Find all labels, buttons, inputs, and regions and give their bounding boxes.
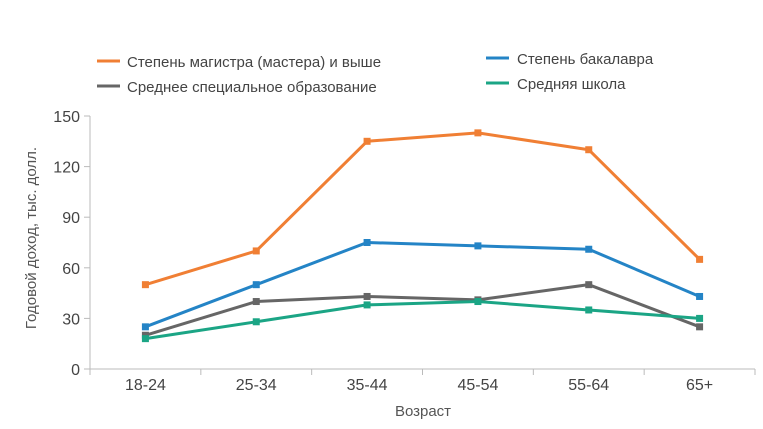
data-point [363,292,371,300]
data-point [696,314,704,322]
data-point [363,137,371,145]
x-tick-label: 18-24 [125,377,166,394]
data-point [585,146,593,154]
data-point [474,242,482,250]
data-point [585,281,593,289]
axes: 0 30 60 90 120 150 18-24 25-34 35-44 45-54 55-64 65… [53,109,756,394]
data-point [141,281,149,289]
series-1 [141,239,704,331]
data-point [585,245,593,253]
data-point [363,239,371,246]
data-point [474,129,482,137]
y-tick-label: 120 [53,160,80,177]
series-0 [141,129,704,289]
series-line [144,241,701,329]
data-point [252,281,260,289]
legend-item-masters: Степень магистра (мастера) и выше [97,54,381,71]
legend-label-bachelors: Степень бакалавра [517,51,654,68]
y-tick-label: 90 [62,210,80,227]
data-point [585,306,593,314]
y-tick-label: 60 [62,261,80,278]
legend-label-highschool: Средняя школа [517,76,626,93]
data-point [252,298,260,306]
y-tick-label: 0 [71,362,80,379]
data-point [696,323,704,331]
legend-label-masters: Степень магистра (мастера) и выше [127,54,381,71]
x-tick-label: 65+ [686,377,713,394]
x-tick-label: 35-44 [347,377,388,394]
data-point [363,301,371,309]
data-point [474,298,482,306]
x-tick-label: 45-54 [457,377,498,394]
legend-label-vocational: Среднее специальное образование [127,79,377,96]
legend-item-highschool: Средняя школа [486,76,626,93]
legend-item-vocational: Среднее специальное образование [97,79,377,96]
data-point [252,247,260,255]
series-3 [141,298,704,343]
y-axis-title: Годовой доход, тыс. долл. [23,147,40,329]
series-line [144,283,701,337]
legend-item-bachelors: Степень бакалавра [486,51,654,68]
y-tick-label: 30 [62,311,80,328]
data-point [141,335,149,343]
series-2 [141,281,704,339]
data-point [696,292,704,300]
x-tick-label: 55-64 [568,377,609,394]
series-line [145,300,700,341]
x-axis-title: Возраст [395,403,451,420]
series-line [144,131,701,287]
data-point [252,318,260,326]
series-layer [141,129,704,343]
data-point [696,255,704,263]
x-tick-label: 25-34 [236,377,277,394]
y-tick-label: 150 [53,109,80,126]
data-point [141,323,149,331]
legend: Степень магистра (мастера) и выше Степен… [97,51,654,96]
